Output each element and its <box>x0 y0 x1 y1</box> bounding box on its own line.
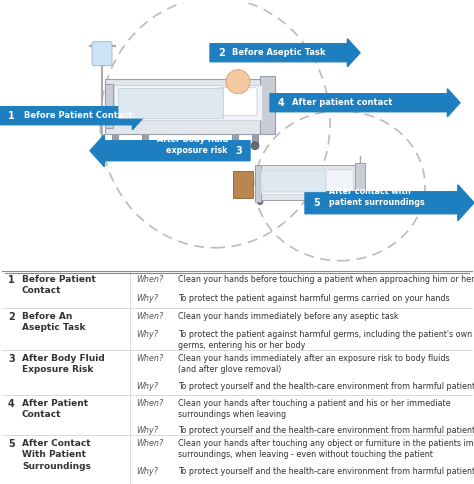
FancyBboxPatch shape <box>105 79 275 134</box>
Text: Before Aseptic Task: Before Aseptic Task <box>232 48 326 57</box>
Text: Clean your hands after touching any object or furniture in the patients immediat: Clean your hands after touching any obje… <box>178 439 474 459</box>
Text: When?: When? <box>136 275 163 284</box>
FancyBboxPatch shape <box>261 169 353 194</box>
Text: After Body Fluid
Exposure Risk: After Body Fluid Exposure Risk <box>22 354 105 374</box>
Text: Why?: Why? <box>136 467 158 476</box>
Text: When?: When? <box>136 312 163 320</box>
Text: To protect the patient against harmful germs carried on your hands: To protect the patient against harmful g… <box>178 294 450 303</box>
Text: Why?: Why? <box>136 331 158 339</box>
FancyBboxPatch shape <box>252 132 258 146</box>
FancyBboxPatch shape <box>255 165 261 202</box>
Circle shape <box>251 142 259 150</box>
FancyBboxPatch shape <box>233 171 253 198</box>
Text: 2: 2 <box>218 48 225 58</box>
Text: After contact with
patient surroundings: After contact with patient surroundings <box>329 187 425 207</box>
FancyBboxPatch shape <box>92 42 112 66</box>
Text: Clean your hands immediately after an exposure risk to body fluids
(and after gl: Clean your hands immediately after an ex… <box>178 354 450 374</box>
Text: To protect yourself and the health-care environment from harmful patient germs: To protect yourself and the health-care … <box>178 426 474 435</box>
Text: When?: When? <box>136 399 163 408</box>
Text: When?: When? <box>136 354 163 363</box>
Text: After Patient
Contact: After Patient Contact <box>22 399 88 419</box>
Polygon shape <box>0 102 145 130</box>
Text: 5: 5 <box>313 198 320 208</box>
FancyBboxPatch shape <box>255 165 365 200</box>
Text: Before Patient
Contact: Before Patient Contact <box>22 275 96 295</box>
Text: 2: 2 <box>8 312 15 321</box>
Text: 4: 4 <box>8 399 15 409</box>
Polygon shape <box>305 185 474 221</box>
FancyBboxPatch shape <box>261 171 326 192</box>
Text: Before Patient Contact: Before Patient Contact <box>24 111 133 120</box>
FancyBboxPatch shape <box>260 76 275 134</box>
Polygon shape <box>270 89 460 117</box>
Text: 3: 3 <box>235 146 242 156</box>
Text: To protect the patient against harmful germs, including the patient's own
germs,: To protect the patient against harmful g… <box>178 331 472 350</box>
FancyBboxPatch shape <box>118 88 223 118</box>
FancyBboxPatch shape <box>232 132 238 146</box>
Circle shape <box>350 199 356 205</box>
Text: Why?: Why? <box>136 381 158 391</box>
Circle shape <box>257 199 263 205</box>
Circle shape <box>226 70 250 94</box>
Text: When?: When? <box>136 439 163 448</box>
Text: Clean your hands before touching a patient when approaching him or her: Clean your hands before touching a patie… <box>178 275 474 284</box>
FancyBboxPatch shape <box>105 84 113 128</box>
Text: Clean your hands after touching a patient and his or her immediate
surroundings : Clean your hands after touching a patien… <box>178 399 451 419</box>
FancyBboxPatch shape <box>112 132 118 146</box>
FancyBboxPatch shape <box>114 85 262 120</box>
Text: To protect yourself and the health-care environment from harmful patient germs: To protect yourself and the health-care … <box>178 381 474 391</box>
Text: 5: 5 <box>8 439 15 449</box>
Text: 3: 3 <box>8 354 15 364</box>
Circle shape <box>141 142 149 150</box>
Circle shape <box>231 142 239 150</box>
FancyBboxPatch shape <box>142 132 148 146</box>
Text: After patient contact: After patient contact <box>292 98 392 107</box>
Text: 1: 1 <box>8 111 15 121</box>
Polygon shape <box>90 135 250 166</box>
Circle shape <box>111 142 119 150</box>
Text: Why?: Why? <box>136 294 158 303</box>
Text: Clean your hands immediately before any aseptic task: Clean your hands immediately before any … <box>178 312 399 320</box>
Text: Before An
Aseptic Task: Before An Aseptic Task <box>22 312 85 332</box>
Text: Why?: Why? <box>136 426 158 435</box>
FancyBboxPatch shape <box>218 88 257 116</box>
Text: 1: 1 <box>8 275 15 285</box>
Polygon shape <box>210 39 360 67</box>
FancyBboxPatch shape <box>355 163 365 204</box>
Text: 4: 4 <box>278 98 285 108</box>
Text: To protect yourself and the health-care environment from harmful patient germs: To protect yourself and the health-care … <box>178 467 474 476</box>
Text: After Contact
With Patient
Surroundings: After Contact With Patient Surroundings <box>22 439 91 470</box>
Text: After body fluid
exposure risk: After body fluid exposure risk <box>157 135 228 155</box>
